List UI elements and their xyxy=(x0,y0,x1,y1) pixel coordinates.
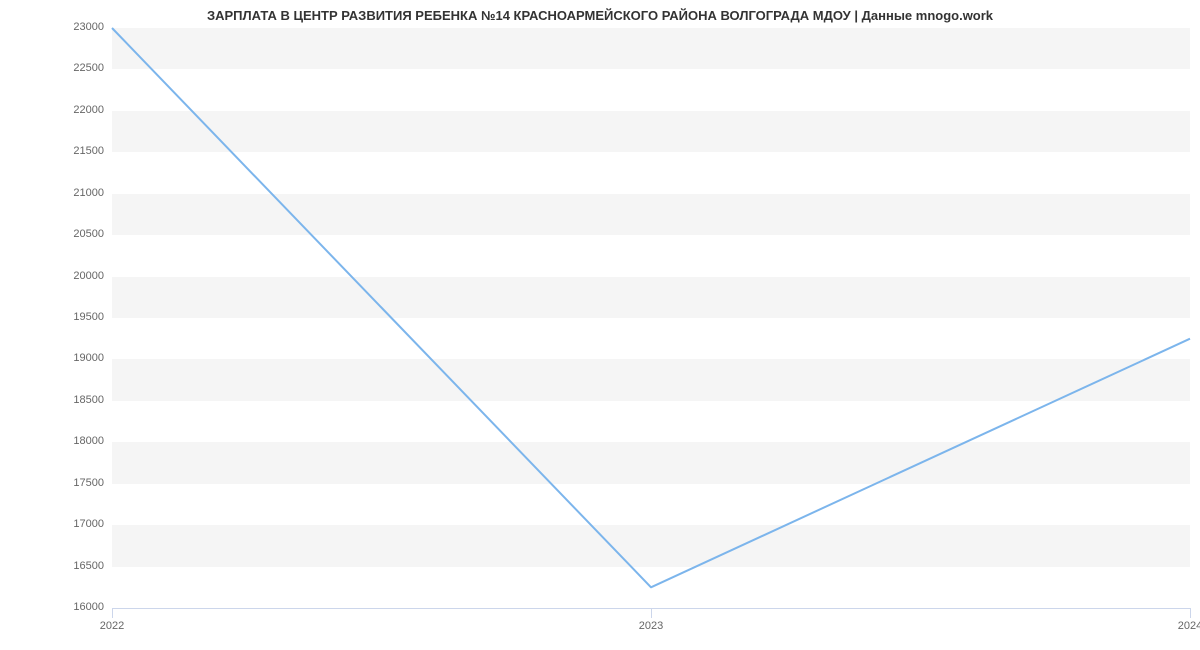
y-tick-label: 21000 xyxy=(54,187,104,199)
y-tick-label: 18500 xyxy=(54,394,104,406)
y-tick-label: 19000 xyxy=(54,352,104,364)
x-tick-label: 2024 xyxy=(1178,620,1200,632)
x-tick-label: 2023 xyxy=(639,620,663,632)
y-tick-label: 17000 xyxy=(54,518,104,530)
y-tick-label: 19500 xyxy=(54,311,104,323)
x-tick xyxy=(112,608,113,618)
chart-title: ЗАРПЛАТА В ЦЕНТР РАЗВИТИЯ РЕБЕНКА №14 КР… xyxy=(0,8,1200,23)
y-tick-label: 20000 xyxy=(54,270,104,282)
plot-area xyxy=(112,28,1190,608)
line-series xyxy=(112,28,1190,608)
y-tick-label: 16500 xyxy=(54,560,104,572)
y-tick-label: 18000 xyxy=(54,435,104,447)
x-tick-label: 2022 xyxy=(100,620,124,632)
y-tick-label: 23000 xyxy=(54,21,104,33)
salary-line-chart: ЗАРПЛАТА В ЦЕНТР РАЗВИТИЯ РЕБЕНКА №14 КР… xyxy=(0,0,1200,650)
y-tick-label: 20500 xyxy=(54,228,104,240)
x-tick xyxy=(651,608,652,618)
x-tick xyxy=(1190,608,1191,618)
y-tick-label: 16000 xyxy=(54,601,104,613)
y-tick-label: 17500 xyxy=(54,477,104,489)
y-tick-label: 21500 xyxy=(54,145,104,157)
y-tick-label: 22500 xyxy=(54,62,104,74)
y-tick-label: 22000 xyxy=(54,104,104,116)
